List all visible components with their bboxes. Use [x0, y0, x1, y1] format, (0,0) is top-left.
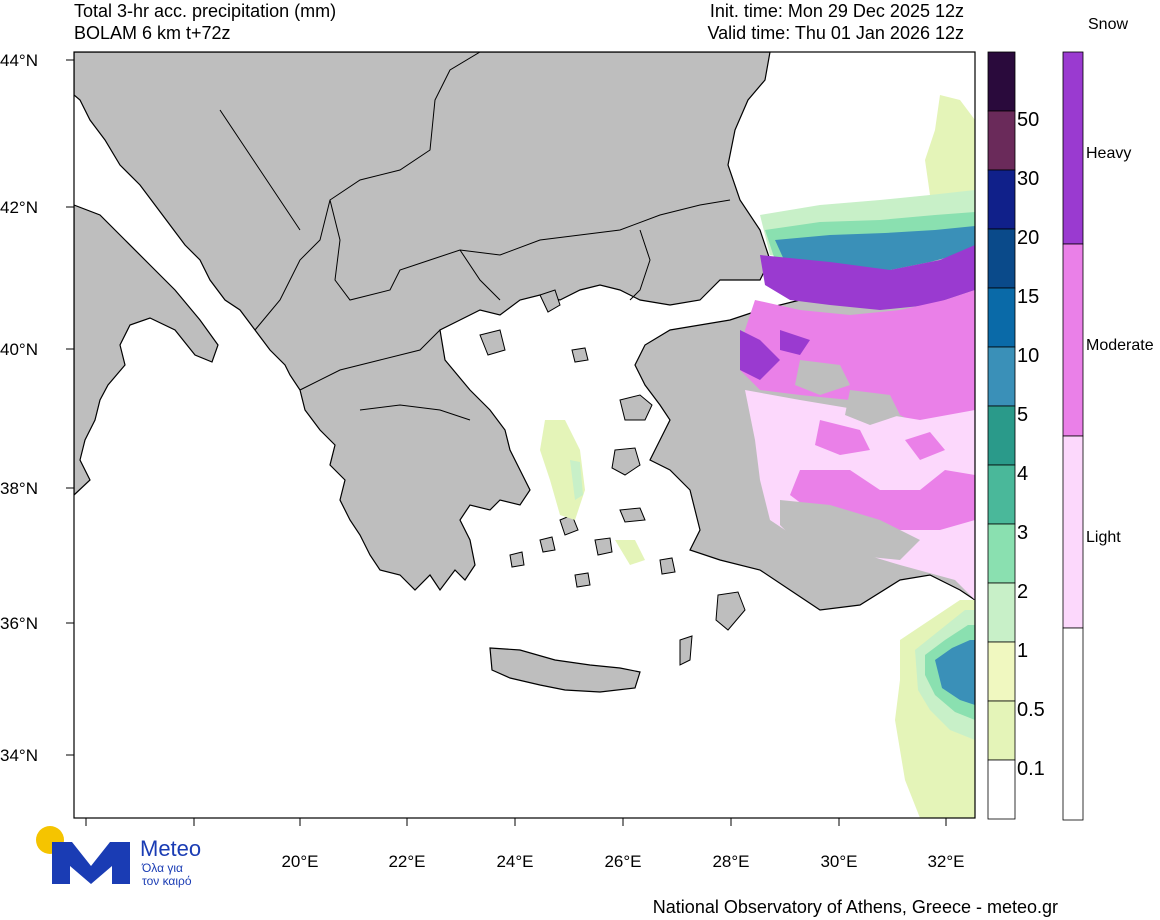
land-crete [489, 647, 641, 693]
lat-label-34: 34°N [0, 746, 38, 765]
precip-label-15: 15 [1017, 286, 1040, 308]
lon-label-28: 28°E [712, 852, 749, 871]
snow-swatch [1062, 627, 1084, 821]
lon-axis: 20°E 22°E 24°E 26°E 28°E 30°E 32°E [85, 818, 965, 871]
map-frame [73, 51, 976, 819]
precip-swatch [987, 700, 1016, 761]
snow-label-light: Light [1086, 529, 1121, 546]
precip-swatch [987, 759, 1016, 820]
lat-label-42: 42°N [0, 198, 38, 217]
islands [479, 289, 746, 666]
snow-swatch [1062, 243, 1084, 437]
valid-time: Valid time: Thu 01 Jan 2026 12z [707, 23, 965, 43]
precip-swatch [987, 582, 1016, 643]
snow-label-moderate: Moderate [1086, 337, 1154, 354]
logo-m-icon [52, 842, 130, 884]
precip-swatch [987, 641, 1016, 702]
precip-colorbar [987, 51, 1016, 820]
snow-colorbar [1062, 51, 1084, 821]
precip-label-2: 2 [1017, 581, 1029, 603]
precip-swatch [987, 51, 1016, 112]
precip-label-4: 4 [1017, 463, 1029, 485]
precip-label-1: 1 [1017, 640, 1029, 662]
precip-swatch [987, 228, 1016, 289]
lat-label-40: 40°N [0, 340, 38, 359]
lon-label-24: 24°E [496, 852, 533, 871]
precip-northeast [740, 95, 975, 600]
precip-label-20: 20 [1017, 227, 1040, 249]
land-balkans [74, 52, 771, 592]
lat-axis: 44°N 42°N 40°N 38°N 36°N 34°N [0, 51, 74, 765]
lon-label-20: 20°E [281, 852, 318, 871]
precip-swatch [987, 346, 1016, 407]
snow-swatch [1062, 435, 1084, 629]
land-italy [74, 204, 219, 496]
precip-aegean [540, 420, 645, 565]
precip-swatch [987, 523, 1016, 584]
lat-label-38: 38°N [0, 479, 38, 498]
borders [219, 52, 731, 421]
meteo-logo [36, 826, 130, 884]
precip-label-50: 50 [1017, 109, 1040, 131]
init-time: Init. time: Mon 29 Dec 2025 12z [709, 1, 964, 21]
precip-swatch [987, 169, 1016, 230]
precip-swatch [987, 405, 1016, 466]
logo-name: Meteo [140, 836, 202, 861]
model-label: BOLAM 6 km t+72z [74, 23, 231, 43]
snow-title: Snow [1088, 16, 1129, 33]
lon-label-22: 22°E [388, 852, 425, 871]
lat-label-44: 44°N [0, 51, 38, 70]
precip-swatch [987, 287, 1016, 348]
credit-text: National Observatory of Athens, Greece -… [652, 897, 1058, 917]
map-area [74, 52, 975, 818]
precip-label-30: 30 [1017, 168, 1040, 190]
logo-tagline-1: Όλα για [142, 861, 183, 875]
lon-label-32: 32°E [927, 852, 964, 871]
precip-label-5: 5 [1017, 404, 1029, 426]
logo-tagline-2: τον καιρό [142, 874, 192, 888]
precip-swatch [987, 110, 1016, 171]
map-title: Total 3-hr acc. precipitation (mm) [74, 1, 337, 21]
precip-southeast [895, 600, 975, 818]
precip-swatch [987, 464, 1016, 525]
snow-swatch [1062, 51, 1084, 245]
precip-label-3: 3 [1017, 522, 1029, 544]
lat-label-36: 36°N [0, 614, 38, 633]
lon-label-26: 26°E [604, 852, 641, 871]
precip-label-0-1: 0.1 [1017, 758, 1045, 780]
lon-label-30: 30°E [820, 852, 857, 871]
snow-label-heavy: Heavy [1086, 145, 1132, 162]
precip-label-10: 10 [1017, 345, 1040, 367]
precip-label-0-5: 0.5 [1017, 699, 1045, 721]
